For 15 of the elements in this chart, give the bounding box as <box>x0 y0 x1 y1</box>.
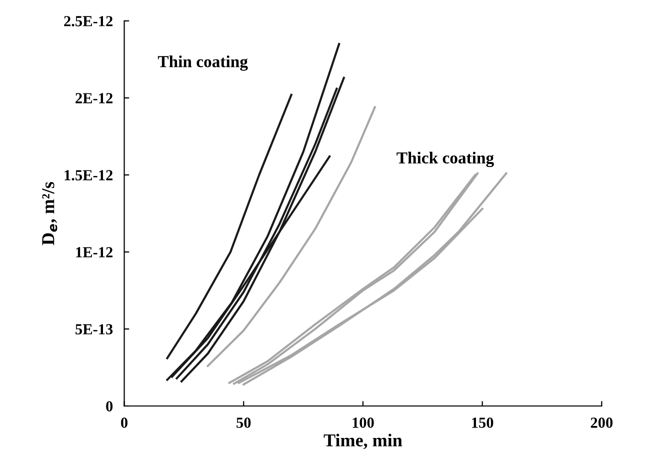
x-tick-label: 50 <box>236 418 251 428</box>
annotation: Thin coating <box>158 56 248 71</box>
y-tick-label: 2.5E-12 <box>64 16 112 26</box>
x-axis-title: Time, min <box>324 434 402 450</box>
y-tick-label: 1E-12 <box>76 247 112 258</box>
x-tick-label: 200 <box>590 418 613 428</box>
y-axis-title: D$_{e}$, m²/s <box>42 182 58 246</box>
y-tick-label: 0 <box>106 401 113 412</box>
x-tick-label: 150 <box>472 418 494 428</box>
x-tick-label: 100 <box>352 418 374 428</box>
y-tick-label: 5E-13 <box>76 324 113 334</box>
y-tick-label: 2E-12 <box>76 93 112 104</box>
x-tick-label: 0 <box>121 418 128 428</box>
annotation: Thick coating <box>396 152 494 168</box>
y-tick-label: 1.5E-12 <box>64 170 112 180</box>
